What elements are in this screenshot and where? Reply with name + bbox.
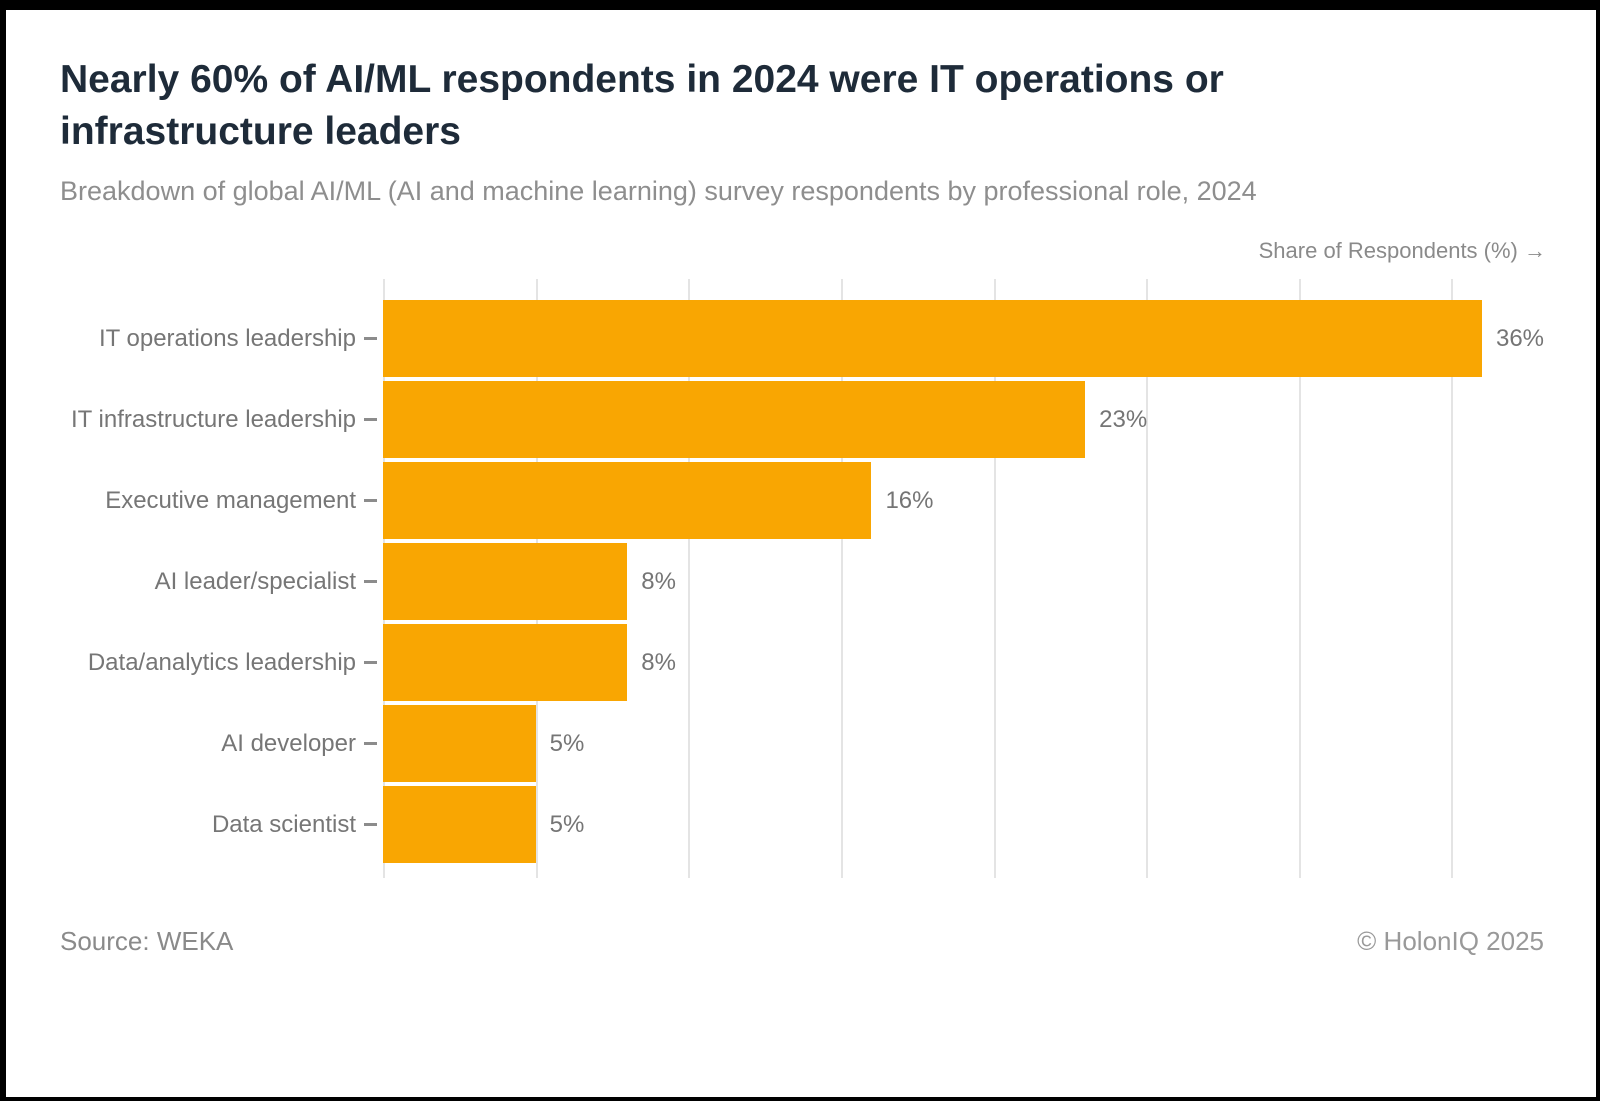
- bar-value-label: 16%: [885, 486, 934, 514]
- category-label-row: IT infrastructure leadership: [6, 379, 383, 460]
- bar: [383, 462, 872, 539]
- category-label: IT infrastructure leadership: [70, 405, 356, 433]
- category-label-row: AI leader/specialist: [6, 541, 383, 622]
- bar-value-label: 5%: [549, 729, 585, 757]
- bar-row: 5%: [383, 703, 1540, 784]
- bar: [383, 381, 1086, 458]
- axis-tick: [364, 580, 377, 583]
- chart-title: Nearly 60% of AI/ML respondents in 2024 …: [60, 58, 1224, 153]
- bar: [383, 624, 628, 701]
- bar-row: 5%: [383, 784, 1540, 865]
- category-axis: IT operations leadership IT infrastructur…: [6, 279, 383, 878]
- gridline: [993, 279, 996, 878]
- axis-tick: [364, 742, 377, 745]
- category-label-row: Data scientist: [6, 784, 383, 865]
- category-label: IT operations leadership: [98, 324, 356, 352]
- chart-subtitle: Breakdown of global AI/ML (AI and machin…: [60, 176, 1257, 206]
- copyright: © HolonIQ 2025: [1357, 926, 1544, 956]
- bar-row: 16%: [383, 460, 1540, 541]
- axis-tick: [364, 661, 377, 664]
- bar-row: 23%: [383, 379, 1540, 460]
- bar: [383, 543, 628, 620]
- bar-value-label: 36%: [1495, 324, 1545, 352]
- category-label: Executive management: [105, 486, 356, 514]
- gridline: [1146, 279, 1149, 878]
- bar-row: 8%: [383, 541, 1540, 622]
- gridline: [1298, 279, 1301, 878]
- bar: [383, 705, 536, 782]
- bars: 36% 23% 16% 8% 8% 5% 5%: [383, 279, 1544, 878]
- bar: [383, 786, 536, 863]
- category-label-row: AI developer: [6, 703, 383, 784]
- bar-row: 36%: [383, 298, 1544, 379]
- x-axis-label: Share of Respondents (%) →: [1258, 238, 1546, 263]
- axis-tick: [364, 499, 377, 502]
- category-label: Data/analytics leadership: [87, 648, 356, 676]
- gridline: [840, 279, 843, 878]
- bar-row: 8%: [383, 622, 1540, 703]
- source-credit: Source: WEKA: [60, 926, 234, 956]
- axis-tick: [364, 337, 377, 340]
- category-label-row: Executive management: [6, 460, 383, 541]
- category-label: Data scientist: [211, 810, 356, 838]
- bar-value-label: 5%: [549, 810, 585, 838]
- plot-area: 36% 23% 16% 8% 8% 5% 5%: [383, 279, 1544, 878]
- category-label-row: Data/analytics leadership: [6, 622, 383, 703]
- bar-value-label: 8%: [641, 648, 676, 676]
- bar: [383, 300, 1482, 377]
- gridline: [1451, 279, 1454, 878]
- category-label: AI leader/specialist: [154, 567, 356, 595]
- bar-value-label: 8%: [641, 567, 676, 595]
- bar-value-label: 23%: [1099, 405, 1148, 433]
- axis-tick: [364, 418, 377, 421]
- category-label: AI developer: [221, 729, 356, 757]
- gridline: [688, 279, 691, 878]
- axis-tick: [364, 823, 377, 826]
- category-label-row: IT operations leadership: [6, 298, 383, 379]
